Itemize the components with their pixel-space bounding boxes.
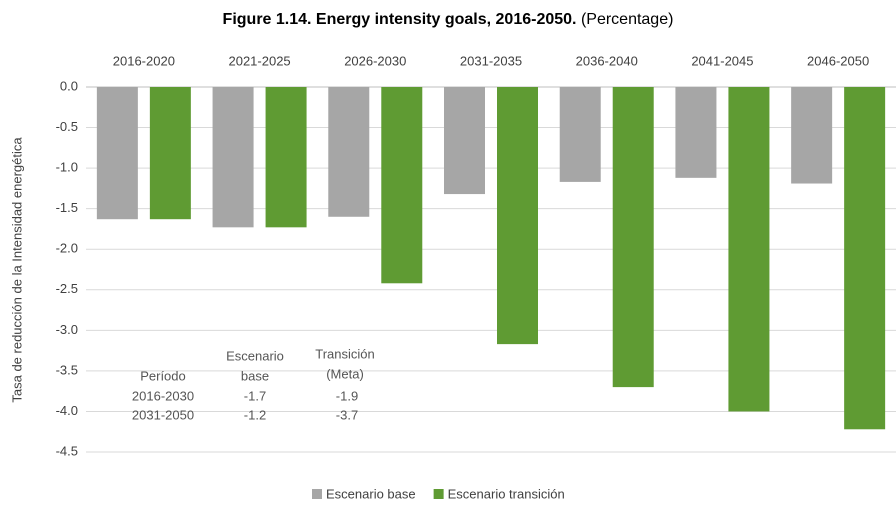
annotation-cell: -3.7: [336, 407, 358, 422]
x-tick-label: 2036-2040: [576, 53, 638, 68]
annotation-header: Período: [140, 368, 186, 383]
y-tick-label: -3.5: [56, 362, 78, 377]
annotation-cell: 2031-2050: [132, 407, 194, 422]
y-axis-title: Tasa de reducción de la Intensidad energ…: [9, 137, 24, 403]
bar: [328, 87, 370, 217]
annotation-header: Escenario: [226, 348, 284, 363]
bar: [612, 87, 654, 388]
chart-title: Figure 1.14. Energy intensity goals, 201…: [223, 11, 577, 28]
y-tick-label: -1.5: [56, 200, 78, 215]
legend-swatch: [433, 489, 444, 499]
annotation-header: Transición: [315, 346, 374, 361]
annotation-cell: 2016-2030: [132, 388, 194, 403]
x-tick-label: 2021-2025: [228, 53, 290, 68]
x-tick-label: 2016-2020: [113, 53, 175, 68]
chart-title-group: Figure 1.14. Energy intensity goals, 201…: [223, 11, 674, 28]
y-tick-label: -1.0: [56, 160, 78, 175]
bar: [381, 87, 423, 284]
bar: [265, 87, 307, 228]
bar: [728, 87, 770, 412]
x-tick-label: 2026-2030: [344, 53, 406, 68]
y-tick-label: -0.5: [56, 119, 78, 134]
bar: [559, 87, 601, 182]
legend-swatch: [312, 489, 322, 499]
bar: [212, 87, 254, 228]
legend-label: Escenario base: [326, 486, 416, 501]
x-tick-label: 2041-2045: [691, 53, 753, 68]
y-tick-label: -2.0: [56, 241, 78, 256]
bar: [96, 87, 138, 220]
y-tick-label: 0.0: [60, 78, 78, 93]
y-tick-label: -2.5: [56, 281, 78, 296]
annotation-header: (Meta): [326, 366, 364, 381]
annotation-cell: -1.7: [244, 388, 266, 403]
bar: [791, 87, 833, 184]
x-tick-label: 2046-2050: [807, 53, 869, 68]
chart-title-note: (Percentage): [581, 11, 674, 28]
annotation-header: base: [241, 368, 269, 383]
x-tick-label: 2031-2035: [460, 53, 522, 68]
annotation-cell: -1.2: [244, 407, 266, 422]
y-tick-label: -4.0: [56, 403, 78, 418]
y-tick-label: -4.5: [56, 443, 78, 458]
legend-label: Escenario transición: [448, 486, 565, 501]
bar: [844, 87, 886, 430]
bar: [149, 87, 191, 220]
bar: [675, 87, 717, 178]
legend: Escenario base Escenario transición: [312, 486, 565, 501]
bar: [444, 87, 485, 195]
bar: [497, 87, 538, 345]
annotation-cell: -1.9: [336, 388, 358, 403]
y-tick-label: -3.0: [56, 322, 78, 337]
